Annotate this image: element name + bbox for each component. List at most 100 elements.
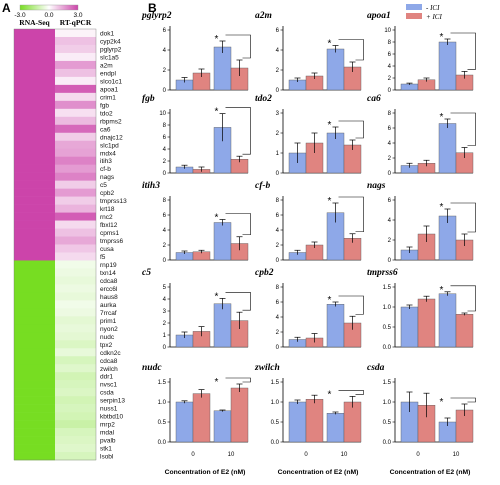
- heatmap-cell: [55, 196, 96, 205]
- heatmap-cell: [55, 260, 96, 269]
- y-tick-label: 6: [163, 213, 167, 219]
- heatmap-cell: [14, 132, 55, 142]
- heatmap-row-label: crim1: [100, 94, 116, 101]
- y-tick-label: 4: [388, 141, 392, 147]
- heatmap-cell: [55, 180, 96, 189]
- significance-star: *: [328, 196, 332, 207]
- heatmap-cell: [14, 260, 55, 269]
- significance-star: *: [215, 107, 219, 118]
- heatmap-cell: [55, 284, 96, 293]
- heatmap-row-label: dnajc12: [100, 134, 123, 141]
- heatmap-row-label: cdca8: [100, 278, 118, 285]
- heatmap-row-label: zwilch: [100, 366, 118, 373]
- heatmap-cell: [55, 44, 96, 54]
- heatmap-row-label: ca6: [100, 126, 111, 133]
- y-tick-label: 6: [388, 198, 392, 204]
- heatmap-cell: [14, 180, 55, 189]
- bar-panel-itih3: itih3 0 2 4 6 8 *: [142, 181, 251, 264]
- heatmap-cell: [55, 364, 96, 373]
- x-axis-label: Concentration of E2 (nM): [165, 469, 246, 476]
- heatmap-cell: [14, 348, 55, 357]
- y-tick-label: 8: [276, 198, 280, 204]
- heatmap-cell: [55, 204, 96, 213]
- y-tick-label: 2: [163, 68, 167, 74]
- y-tick-label: 8: [276, 285, 280, 291]
- y-tick-label: 10: [159, 111, 166, 117]
- heatmap-row-label: fbxl12: [100, 222, 118, 229]
- heatmap-cell: [14, 148, 55, 158]
- heatmap-cell: [55, 132, 96, 142]
- heatmap-cell: [14, 68, 55, 78]
- heatmap-row-label: endpl: [100, 70, 116, 77]
- heatmap-cell: [55, 236, 96, 245]
- y-tick-label: 4: [276, 315, 280, 321]
- heatmap-row-label: nvsc1: [100, 382, 117, 389]
- y-tick-label: 0: [163, 258, 167, 264]
- heatmap-row-label: krt18: [100, 206, 115, 213]
- panel-title: itih3: [142, 181, 160, 191]
- heatmap-cell: [55, 76, 96, 86]
- legend-label: + ICI: [426, 13, 442, 21]
- y-tick-label: 4: [163, 147, 167, 153]
- y-tick-label: 10: [384, 28, 391, 34]
- heatmap-row-label: nuss1: [100, 406, 118, 413]
- heatmap-row-label: cf-b: [100, 166, 111, 173]
- heatmap-cell: [55, 148, 96, 158]
- bar-minus-ici: [400, 306, 419, 348]
- y-tick-label: 0: [276, 171, 280, 177]
- bar-minus-ici: [175, 401, 194, 443]
- heatmap-row-label: tmprss13: [100, 198, 127, 205]
- bar-minus-ici: [213, 303, 232, 348]
- bar-minus-ici: [438, 293, 457, 348]
- heatmap-cell: [55, 388, 96, 397]
- y-tick-label: 4: [163, 48, 167, 54]
- heatmap-row-label: ercc6l: [100, 286, 118, 293]
- heatmap-cell: [14, 188, 55, 197]
- heatmap-cell: [55, 68, 96, 78]
- bar-panel-nags: nags 0 2 4 6 *: [367, 181, 476, 264]
- bar-panel-csda: csda 0.0 0.5 1.0 1.5 * 0 10 Concentration of E2 …: [367, 363, 476, 476]
- bar-minus-ici: [326, 413, 345, 443]
- heatmap-cell: [14, 436, 55, 445]
- heatmap-cell: [14, 452, 55, 461]
- heatmap-row-label: slc1a5: [100, 54, 119, 61]
- y-tick-label: 2: [276, 330, 280, 336]
- heatmap-row-label: tdo2: [100, 110, 113, 117]
- panel-title: apoa1: [367, 11, 391, 21]
- significance-star: *: [328, 389, 332, 400]
- bar-panel-apoa1: apoa1 0 2 4 6 8 10 *: [367, 11, 476, 94]
- heatmap-cell: [55, 124, 96, 134]
- heatmap-cell: [55, 372, 96, 381]
- significance-bracket: [338, 120, 364, 139]
- heatmap-cell: [14, 284, 55, 293]
- panel-title: a2m: [255, 11, 272, 21]
- y-tick-label: 6: [276, 300, 280, 306]
- heatmap-row-label: nudc: [100, 334, 115, 341]
- heatmap-row-label: kbtbd10: [100, 414, 124, 421]
- panel-title: nudc: [142, 363, 162, 373]
- scale-max-label: 3.0: [73, 12, 82, 19]
- heatmap-cell: [55, 36, 96, 46]
- heatmap-cell: [14, 52, 55, 62]
- heatmap-row-label: txn14: [100, 270, 116, 277]
- heatmap-cell: [55, 252, 96, 261]
- heatmap-column-header: RT-qPCR: [60, 18, 92, 27]
- heatmap-row-label: serpin13: [100, 398, 125, 405]
- heatmap-cell: [14, 276, 55, 285]
- heatmap-cell: [55, 436, 96, 445]
- y-tick-label: 8: [388, 111, 392, 117]
- heatmap-cell: [14, 84, 55, 94]
- heatmap-cell: [55, 348, 96, 357]
- y-tick-label: 2: [388, 76, 392, 82]
- heatmap-row-label: tpx2: [100, 342, 113, 349]
- y-tick-label: 4: [388, 218, 392, 224]
- heatmap-cell: [14, 76, 55, 86]
- y-tick-label: 2: [163, 321, 167, 327]
- heatmap-cell: [14, 92, 55, 102]
- heatmap-cell: [14, 252, 55, 261]
- heatmap-cell: [55, 100, 96, 110]
- y-tick-label: 2: [276, 68, 280, 74]
- heatmap-cell: [14, 396, 55, 405]
- significance-bracket: [225, 377, 251, 383]
- y-tick-label: 0.5: [383, 325, 392, 331]
